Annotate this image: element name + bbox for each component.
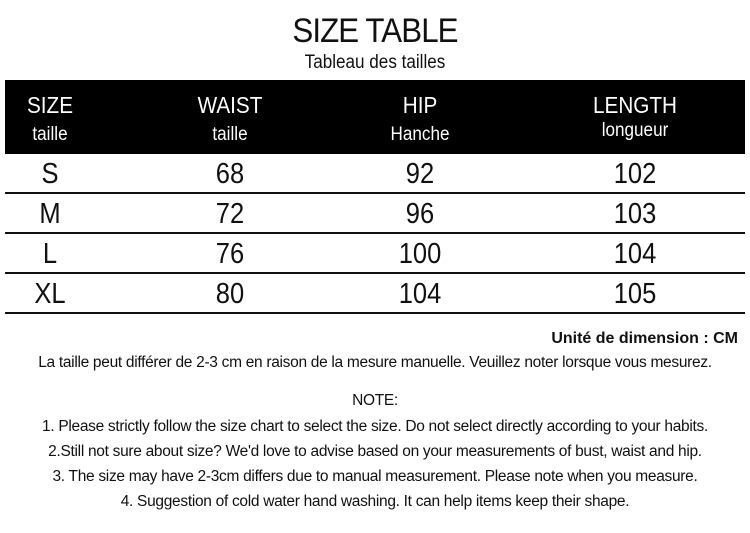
table-row: M 72 96 103 [5, 194, 745, 234]
disclaimer: La taille peut différer de 2-3 cm en rai… [38, 354, 712, 371]
cell-size: S [41, 158, 59, 190]
header-waist: WAIST [197, 92, 263, 118]
cell-length: 102 [613, 158, 657, 190]
cell-length: 104 [613, 238, 657, 270]
header-hip: HIP [402, 92, 438, 118]
note-item: 1. Please strictly follow the size chart… [42, 418, 708, 435]
note-item: 3. The size may have 2-3cm differs due t… [52, 468, 698, 485]
cell-hip: 92 [405, 158, 435, 190]
header-hip-sub: Hanche [390, 124, 450, 145]
page-subtitle: Tableau des tailles [304, 52, 446, 73]
table-row: L 76 100 104 [5, 234, 745, 274]
page-title: SIZE TABLE [292, 12, 458, 50]
note-item: 2.Still not sure about size? We'd love t… [48, 443, 702, 460]
cell-hip: 100 [398, 238, 442, 270]
cell-waist: 68 [215, 158, 245, 190]
table-row: XL 80 104 105 [5, 274, 745, 314]
header-size-sub: taille [32, 124, 68, 145]
table-row: S 68 92 102 [5, 154, 745, 194]
table-header: SIZE taille WAIST taille HIP Hanche LENG… [5, 80, 745, 154]
header-waist-sub: taille [212, 124, 248, 145]
header-length-sub: longueur [601, 120, 669, 141]
cell-waist: 76 [215, 238, 245, 270]
header-length: LENGTH [593, 92, 677, 118]
cell-hip: 104 [398, 278, 442, 310]
cell-length: 103 [613, 198, 657, 230]
cell-hip: 96 [405, 198, 435, 230]
unit-label: Unité de dimension : CM [551, 330, 738, 347]
header-size: SIZE [26, 92, 74, 118]
note-heading: NOTE: [352, 392, 398, 409]
cell-waist: 72 [215, 198, 245, 230]
cell-size: L [42, 238, 58, 270]
cell-size: M [39, 198, 61, 230]
note-item: 4. Suggestion of cold water hand washing… [120, 493, 630, 510]
cell-waist: 80 [215, 278, 245, 310]
cell-length: 105 [613, 278, 657, 310]
cell-size: XL [34, 278, 66, 310]
